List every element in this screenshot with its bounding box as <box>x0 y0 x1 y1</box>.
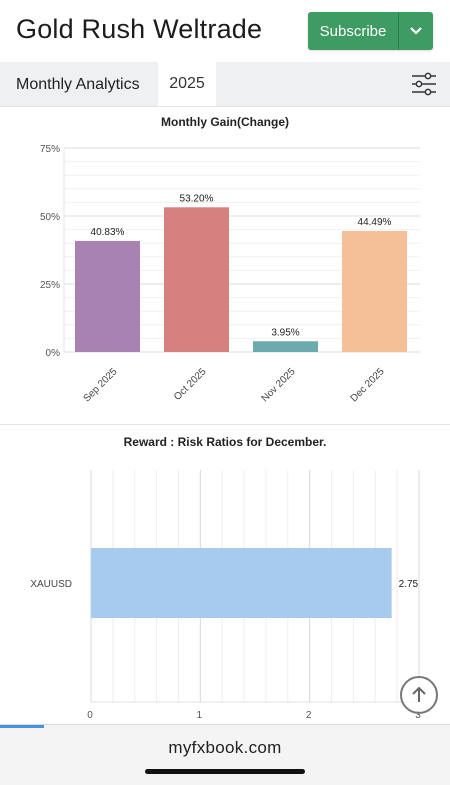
scroll-to-top-button[interactable] <box>400 676 438 714</box>
data-label: 53.20% <box>180 193 214 204</box>
data-label: 3.95% <box>271 327 299 338</box>
subscribe-label: Subscribe <box>319 22 387 40</box>
x-tick-label: 2 <box>306 710 312 721</box>
section-divider <box>0 424 450 425</box>
x-tick-label: 1 <box>197 710 203 721</box>
app-header: Gold Rush Weltrade Subscribe <box>0 0 450 62</box>
x-tick-label: Sep 2025 <box>82 366 120 404</box>
x-tick-label: Oct 2025 <box>172 366 209 403</box>
y-tick-label: 50% <box>40 212 60 223</box>
category-label: XAUUSD <box>30 579 72 590</box>
tab-monthly-analytics[interactable]: Monthly Analytics <box>16 76 140 93</box>
x-tick-label: Nov 2025 <box>260 366 298 404</box>
data-label: 44.49% <box>358 217 392 228</box>
chart-title: Reward : Risk Ratios for December. <box>124 435 327 449</box>
bar-oct-2025 <box>164 207 229 352</box>
home-indicator[interactable] <box>145 769 305 774</box>
browser-footer: myfxbook.com <box>0 724 450 785</box>
chevron-down-icon <box>410 27 422 35</box>
data-label: 2.75 <box>399 579 419 590</box>
url-bar[interactable]: myfxbook.com <box>168 738 282 757</box>
bar-sep-2025 <box>75 240 140 352</box>
data-label: 40.83% <box>91 227 125 238</box>
bar-dec-2025 <box>342 230 407 352</box>
chart-title: Monthly Gain(Change) <box>161 115 289 129</box>
reward-risk-chart: Reward : Risk Ratios for December. 2.75 X… <box>30 435 421 721</box>
y-tick-label: 0% <box>46 348 61 359</box>
y-tick-label: 75% <box>40 144 60 155</box>
subscribe-button[interactable]: Subscribe <box>308 12 433 50</box>
x-tick-label: 0 <box>87 710 93 721</box>
sliders-icon[interactable] <box>411 72 437 96</box>
y-tick-label: 25% <box>40 280 60 291</box>
x-tick-label: Dec 2025 <box>349 366 387 404</box>
subscribe-dropdown-toggle[interactable] <box>398 12 433 50</box>
arrow-up-icon <box>412 686 426 702</box>
bar-xauusd <box>91 548 392 618</box>
tab-year[interactable]: 2025 <box>158 62 216 106</box>
page-title: Gold Rush Weltrade <box>16 14 263 44</box>
analytics-tabs: Monthly Analytics 2025 <box>0 62 450 107</box>
monthly-gain-chart: Monthly Gain(Change) 40.83% 53.20% 3.95% 44… <box>40 115 420 404</box>
bar-nov-2025 <box>253 341 318 352</box>
page-load-progress <box>0 725 44 728</box>
x-tick-label: 3 <box>415 710 421 721</box>
